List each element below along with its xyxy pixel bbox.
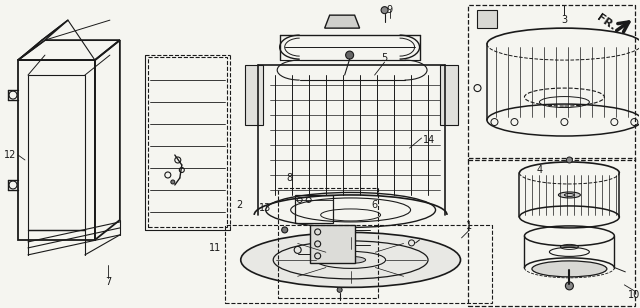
Ellipse shape bbox=[559, 192, 580, 198]
Ellipse shape bbox=[532, 261, 607, 277]
Text: 12: 12 bbox=[4, 150, 16, 160]
Circle shape bbox=[282, 227, 288, 233]
Bar bbox=[294, 195, 333, 223]
Polygon shape bbox=[477, 10, 497, 28]
Text: 7: 7 bbox=[105, 277, 111, 287]
Text: 10: 10 bbox=[628, 290, 640, 300]
Ellipse shape bbox=[335, 256, 365, 263]
Text: 13: 13 bbox=[259, 203, 271, 213]
Bar bbox=[278, 188, 378, 298]
Circle shape bbox=[565, 282, 573, 290]
Polygon shape bbox=[18, 20, 68, 60]
Bar bbox=[225, 225, 493, 303]
Text: 6: 6 bbox=[372, 200, 378, 210]
Text: 14: 14 bbox=[424, 135, 436, 145]
Bar bbox=[244, 65, 263, 125]
Bar bbox=[148, 57, 227, 227]
Polygon shape bbox=[324, 15, 360, 28]
Text: 3: 3 bbox=[561, 15, 568, 25]
Ellipse shape bbox=[241, 233, 461, 287]
Text: 2: 2 bbox=[237, 200, 243, 210]
Circle shape bbox=[381, 7, 388, 14]
Text: 9: 9 bbox=[387, 5, 393, 15]
Text: 11: 11 bbox=[209, 243, 221, 253]
Circle shape bbox=[171, 180, 175, 184]
Bar bbox=[467, 158, 636, 306]
Circle shape bbox=[566, 157, 572, 163]
Text: 5: 5 bbox=[381, 53, 388, 63]
Bar bbox=[467, 5, 636, 160]
Bar bbox=[310, 225, 355, 263]
Text: FR.: FR. bbox=[595, 12, 618, 32]
Circle shape bbox=[337, 287, 342, 292]
Bar bbox=[440, 65, 458, 125]
Circle shape bbox=[346, 51, 354, 59]
Text: 1: 1 bbox=[467, 221, 472, 231]
Text: 8: 8 bbox=[287, 173, 292, 183]
Text: 4: 4 bbox=[536, 165, 543, 175]
